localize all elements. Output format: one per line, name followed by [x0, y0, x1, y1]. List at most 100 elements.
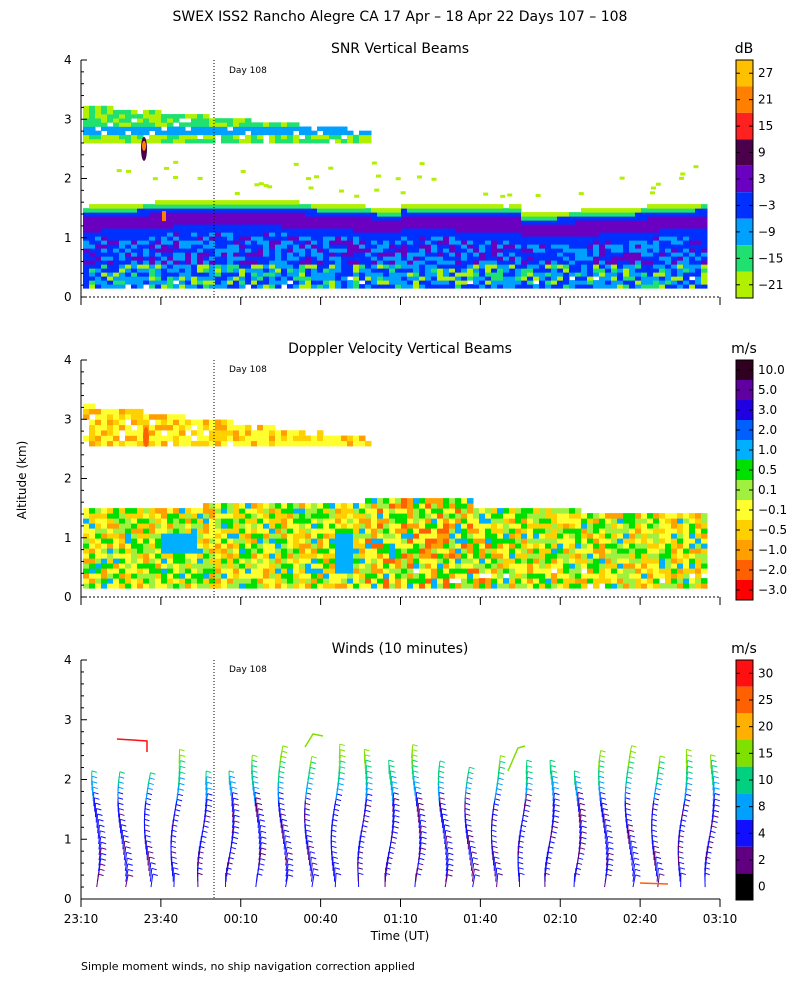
doppler-cell [275, 430, 282, 436]
snr-cell [467, 232, 474, 237]
snr-cell [587, 252, 594, 257]
wind-barb-feather [179, 777, 186, 780]
snr-cell [233, 212, 240, 217]
snr-cell [533, 284, 540, 289]
doppler-cell [617, 528, 624, 534]
snr-cell [287, 224, 294, 229]
snr-cell [197, 248, 204, 253]
snr-cell [251, 272, 258, 277]
snr-cell [353, 204, 360, 209]
snr-cell [239, 204, 246, 209]
snr-cell [137, 216, 144, 221]
doppler-cell [137, 568, 144, 574]
snr-cell [197, 208, 204, 213]
wind-barb-feather [101, 852, 107, 856]
doppler-cell [317, 558, 324, 564]
snr-cell [101, 268, 108, 273]
snr-cell [395, 256, 402, 261]
snr-cell [107, 280, 114, 285]
doppler-cell [89, 523, 96, 529]
snr-cell [431, 252, 438, 257]
doppler-cell [605, 518, 612, 524]
doppler-cell [629, 533, 636, 539]
snr-cell [521, 228, 528, 233]
snr-cell [269, 232, 276, 237]
snr-cell [521, 256, 528, 261]
doppler-cell [575, 578, 582, 584]
snr-cell [299, 256, 306, 261]
doppler-cell [665, 513, 672, 519]
snr-cell [467, 212, 474, 217]
snr-cell [533, 268, 540, 273]
doppler-cell [329, 568, 336, 574]
snr-cell [515, 232, 522, 237]
doppler-cell [89, 408, 96, 415]
snr-cell [137, 232, 144, 237]
snr-cell [497, 228, 504, 233]
wind-barb-feather [257, 808, 264, 811]
doppler-colorbar: 10.05.03.02.01.00.50.1−0.1−0.5−1.0−2.0−3… [735, 359, 787, 601]
doppler-cell [257, 518, 264, 524]
snr-cell [359, 138, 366, 144]
snr-cell [575, 272, 582, 277]
doppler-cell [155, 543, 162, 549]
wind-barb-feather [259, 863, 265, 866]
doppler-cell [365, 583, 372, 589]
wind-barb-feather [171, 856, 177, 859]
snr-cell [329, 216, 336, 221]
doppler-cell [353, 435, 360, 442]
doppler-cell [503, 548, 510, 554]
snr-cell [155, 256, 162, 261]
snr-cell [197, 216, 204, 221]
snr-cell [131, 228, 138, 233]
doppler-cell [347, 435, 354, 442]
doppler-cell [407, 538, 414, 544]
snr-cell [371, 252, 378, 257]
snr-cell [443, 244, 450, 249]
snr-cell [167, 284, 174, 289]
snr-cell [311, 268, 318, 273]
snr-speckle [258, 182, 264, 186]
doppler-cell [647, 553, 654, 559]
snr-cell [251, 216, 258, 221]
snr-cell [161, 200, 168, 205]
snr-cell [647, 216, 654, 221]
doppler-cell [317, 518, 324, 524]
snr-cell [431, 260, 438, 265]
snr-cell [353, 260, 360, 265]
doppler-cell [107, 528, 114, 534]
doppler-cell [275, 533, 282, 539]
doppler-cell [431, 543, 438, 549]
snr-cell [191, 216, 198, 221]
snr-cell [107, 130, 114, 136]
wind-barb [232, 809, 235, 823]
snr-cell [341, 216, 348, 221]
doppler-cell [383, 578, 390, 584]
snr-cell [227, 268, 234, 273]
snr-cell [473, 244, 480, 249]
snr-cell [209, 130, 216, 136]
snr-cell [371, 232, 378, 237]
doppler-cell [509, 508, 516, 514]
snr-cell [245, 200, 252, 205]
doppler-cell [341, 503, 348, 509]
doppler-cell [587, 573, 594, 579]
doppler-cell [401, 548, 408, 554]
doppler-cell [587, 548, 594, 554]
snr-cell [299, 252, 306, 257]
snr-cell [599, 232, 606, 237]
doppler-cell [593, 548, 600, 554]
snr-cell [551, 272, 558, 277]
snr-cell [329, 228, 336, 233]
snr-cell [419, 252, 426, 257]
snr-cell [221, 204, 228, 209]
snr-unit-label: dB [735, 41, 754, 57]
doppler-cell [461, 573, 468, 579]
snr-cell [119, 232, 126, 237]
wind-barb-feather [260, 830, 267, 834]
snr-cell [539, 212, 546, 217]
doppler-cell [251, 583, 258, 589]
snr-cell [425, 280, 432, 285]
snr-cell [677, 212, 684, 217]
doppler-cell [167, 419, 174, 426]
